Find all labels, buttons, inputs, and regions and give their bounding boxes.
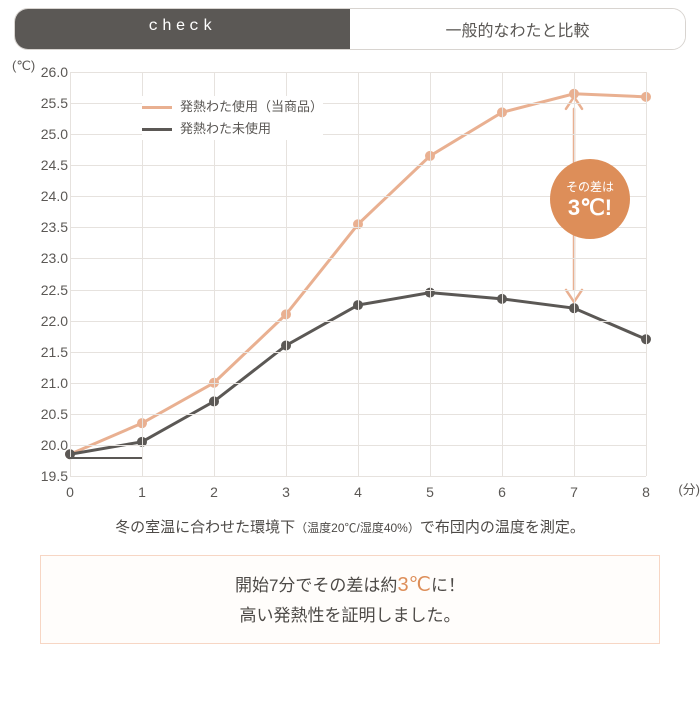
plot-area: 発熱わた使用（当商品） 発熱わた未使用 <box>70 72 646 476</box>
y-tick: 25.5 <box>26 95 68 111</box>
y-tick: 25.0 <box>26 126 68 142</box>
y-tick: 23.5 <box>26 219 68 235</box>
difference-callout: その差は3℃! <box>550 159 630 239</box>
y-tick: 26.0 <box>26 64 68 80</box>
y-tick: 21.0 <box>26 375 68 391</box>
y-tick: 22.5 <box>26 282 68 298</box>
y-tick: 24.0 <box>26 188 68 204</box>
x-tick: 4 <box>354 484 362 500</box>
tabs: check 一般的なわたと比較 <box>14 8 686 50</box>
y-tick: 24.5 <box>26 157 68 173</box>
description-text: 冬の室温に合わせた環境下（温度20℃/湿度40%）で布団内の温度を測定。 <box>20 516 680 537</box>
tab-compare[interactable]: 一般的なわたと比較 <box>350 9 685 49</box>
legend: 発熱わた使用（当商品） 発熱わた未使用 <box>142 96 323 140</box>
legend-swatch <box>142 128 172 131</box>
tab-check[interactable]: check <box>15 9 350 49</box>
y-tick: 23.0 <box>26 250 68 266</box>
y-tick: 20.0 <box>26 437 68 453</box>
highlight-line-1: 開始7分でその差は約3℃に！ <box>49 568 651 602</box>
x-tick: 6 <box>498 484 506 500</box>
y-tick: 20.5 <box>26 406 68 422</box>
y-tick: 22.0 <box>26 313 68 329</box>
x-tick: 0 <box>66 484 74 500</box>
x-axis-unit: (分) <box>678 479 700 498</box>
y-tick: 19.5 <box>26 468 68 484</box>
x-tick: 3 <box>282 484 290 500</box>
y-tick: 21.5 <box>26 344 68 360</box>
x-tick: 5 <box>426 484 434 500</box>
legend-label: 発熱わた使用（当商品） <box>180 96 323 118</box>
legend-swatch <box>142 106 172 109</box>
highlight-line-2: 高い発熱性を証明しました。 <box>49 602 651 631</box>
x-tick: 7 <box>570 484 578 500</box>
x-tick: 1 <box>138 484 146 500</box>
x-tick: 8 <box>642 484 650 500</box>
baseline-mark <box>70 457 142 459</box>
legend-item: 発熱わた使用（当商品） <box>142 96 323 118</box>
legend-item: 発熱わた未使用 <box>142 118 323 140</box>
temperature-chart: (℃) (分) 発熱わた使用（当商品） 発熱わた未使用 26.025.525.0… <box>20 64 680 504</box>
legend-label: 発熱わた未使用 <box>180 118 271 140</box>
x-tick: 2 <box>210 484 218 500</box>
highlight-box: 開始7分でその差は約3℃に！ 高い発熱性を証明しました。 <box>40 555 660 644</box>
